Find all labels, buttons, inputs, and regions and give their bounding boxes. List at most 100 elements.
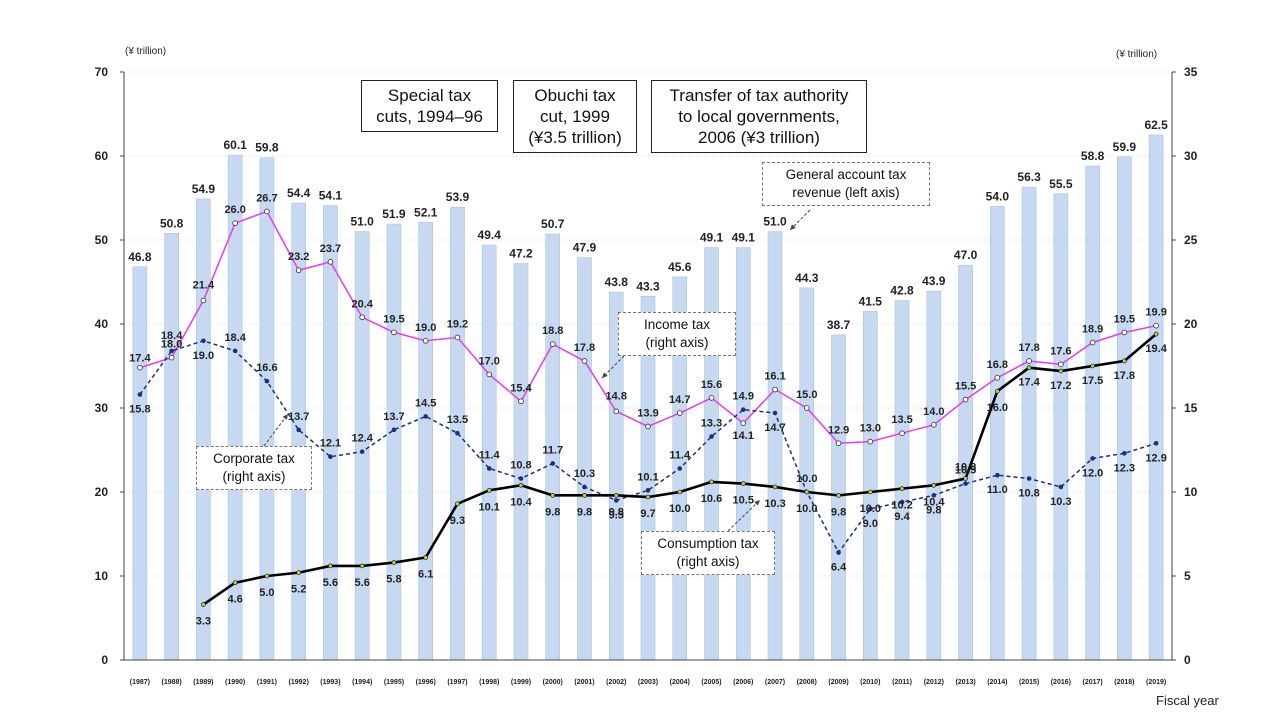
corporate-tax-label: 10.8 [510,460,531,472]
corporate-tax-point [1058,484,1064,490]
corporate-tax-point [582,484,587,490]
x-tick-label: (2014) [987,679,1007,686]
corporate-tax-point [518,476,524,481]
consumption-tax-label: 5.0 [259,587,274,599]
x-tick-label: (1997) [447,679,467,686]
income-tax-label: 15.4 [510,382,532,394]
callout-special-tax-cuts: Special tax cuts, 1994–96 [361,80,498,132]
income-tax-point [1121,329,1128,336]
x-tick-label: (1987) [130,679,150,686]
income-tax-label: 13.0 [860,423,881,435]
income-tax-point [422,337,429,344]
income-tax-label: 14.8 [606,390,627,402]
income-tax-label: 14.0 [923,406,944,418]
consumption-tax-label: 9.8 [545,506,560,518]
bar-value-label: 54.9 [192,182,216,196]
consumption-tax-label: 10.6 [701,493,722,505]
consumption-tax-point [995,388,1000,394]
consumption-tax-point [1153,331,1159,337]
corporate-tax-point [772,410,778,416]
bar [735,247,751,661]
income-tax-point [137,364,143,371]
x-tick-label: (1993) [320,679,340,686]
x-tick-label: (2010) [860,679,880,686]
income-tax-point [391,329,397,336]
income-tax-label: 17.0 [479,355,500,367]
consumption-tax-point [582,493,587,498]
corporate-tax-label: 10.5 [955,465,976,477]
corporate-tax-label: 9.4 [894,511,910,523]
right-axis-unit: (¥ trillion) [1116,49,1158,60]
x-tick-label: (2013) [955,679,975,686]
general-leader-arrow [790,224,796,230]
consumption-tax-label: 5.8 [386,574,401,586]
corporate-tax-label: 14.7 [764,422,785,434]
corporate-tax-point [201,338,206,344]
x-axis-title: Fiscal year [1156,693,1219,708]
consumption-tax-point [550,493,556,498]
bar-value-label: 55.5 [1049,177,1073,191]
bar [863,311,878,661]
bar-value-label: 41.5 [859,294,883,308]
right-tick-label: 10 [1184,485,1198,499]
x-tick-label: (1990) [225,679,245,686]
corporate-tax-point [169,348,174,354]
bar-value-label: 43.8 [605,275,629,289]
corporate-tax-label: 10.0 [796,473,817,485]
income-tax-label: 18.0 [161,339,182,351]
bar-value-label: 50.8 [160,216,184,230]
corporate-tax-label: 13.7 [288,411,309,423]
consumption-tax-label: 5.6 [355,577,370,589]
x-tick-label: (2000) [543,679,563,686]
consumption-tax-label: 10.3 [764,498,785,510]
bar-value-label: 49.1 [732,231,756,245]
income-tax-label: 15.5 [955,381,976,393]
income-tax-point [264,208,270,215]
right-tick-label: 30 [1184,149,1198,163]
bar [259,157,275,661]
bar [1085,165,1100,661]
income-tax-point [549,341,556,347]
bar [132,266,148,661]
consumption-tax-point [423,555,428,560]
x-tick-label: (1991) [257,679,277,686]
x-tick-label: (2009) [828,679,848,686]
corporate-leader [263,413,289,447]
callout-consumption-tax: Consumption tax (right axis) [641,531,775,575]
income-leader-arrow [602,372,608,378]
bar [323,205,338,661]
corporate-tax-label: 10.8 [1018,488,1039,500]
corporate-tax-line [139,340,1157,554]
corporate-tax-label: 9.0 [863,518,878,530]
consumption-tax-point [931,482,937,488]
callout-obuchi-tax-cut: Obuchi tax cut, 1999 (¥3.5 trillion) [513,80,637,153]
x-tick-label: (2017) [1082,679,1102,686]
income-tax-point [708,395,715,401]
consumption-tax-label: 17.2 [1050,380,1071,392]
left-tick-label: 20 [95,485,109,499]
corporate-tax-label: 9.8 [926,504,941,516]
income-tax-point [835,440,842,447]
bar [418,222,433,661]
consumption-tax-point [486,488,492,493]
consumption-tax-label: 5.2 [291,584,306,596]
bar-value-label: 45.6 [668,260,692,274]
corporate-tax-point [740,407,746,412]
corporate-tax-label: 11.4 [479,449,501,461]
income-tax-label: 26.7 [256,192,277,204]
corporate-tax-label: 12.0 [1082,467,1103,479]
consumption-tax-point [804,489,810,495]
left-tick-label: 70 [95,65,109,79]
x-tick-label: (1994) [352,679,372,686]
corporate-tax-point [423,414,428,419]
bar-value-label: 60.1 [223,138,247,152]
consumption-tax-label: 5.6 [323,577,338,589]
x-tick-label: (2019) [1146,679,1166,686]
x-tick-label: (2012) [924,679,944,686]
bar-value-label: 47.9 [573,241,597,255]
corporate-tax-point [931,493,937,498]
consumption-tax-label: 9.8 [831,506,846,518]
corporate-tax-point [264,378,270,384]
left-tick-label: 50 [95,233,109,247]
bar [1021,186,1037,661]
